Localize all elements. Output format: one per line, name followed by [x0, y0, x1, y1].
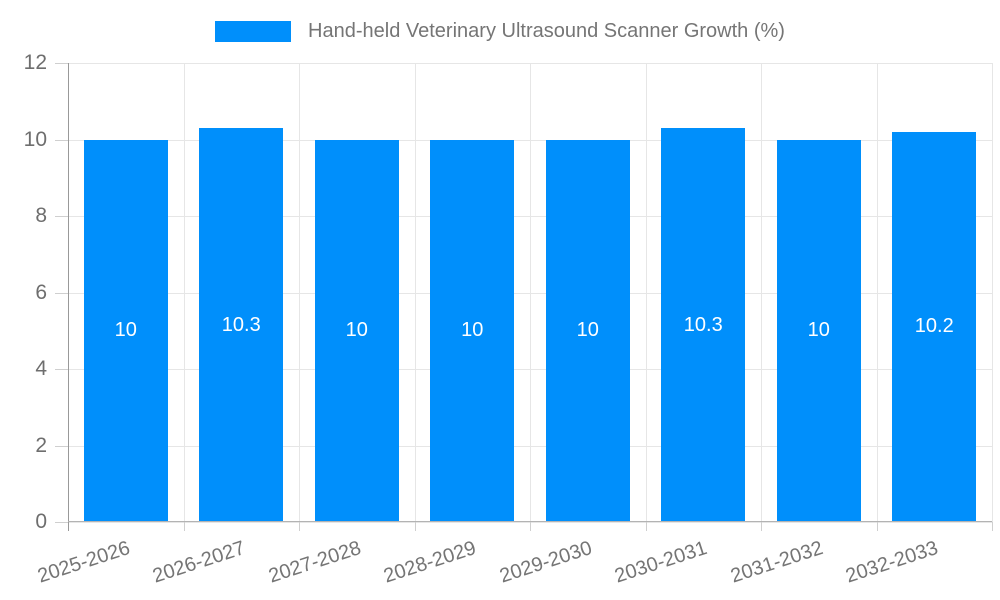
y-axis-tick — [55, 216, 68, 217]
x-axis-label: 2026-2027 — [150, 537, 249, 588]
bar-value-label: 10 — [807, 319, 830, 342]
gridline-vertical — [876, 63, 878, 522]
y-axis-label: 0 — [35, 510, 47, 533]
bar-value-label: 10 — [576, 319, 599, 342]
bar[interactable]: 10 — [545, 139, 630, 522]
gridline-vertical — [183, 63, 185, 522]
bar[interactable]: 10 — [430, 139, 515, 522]
bar-value-label: 10 — [345, 319, 368, 342]
legend-swatch — [215, 20, 292, 42]
legend-label: Hand-held Veterinary Ultrasound Scanner … — [308, 19, 785, 42]
x-axis-label: 2028-2029 — [381, 537, 480, 588]
bar[interactable]: 10.2 — [892, 131, 977, 522]
y-axis-tick — [55, 292, 68, 294]
x-axis-tick — [183, 522, 185, 531]
gridline-vertical — [992, 63, 993, 522]
x-axis-tick — [645, 522, 647, 531]
x-axis-tick — [414, 522, 416, 531]
legend[interactable]: Hand-held Veterinary Ultrasound Scanner … — [0, 17, 1000, 45]
bar[interactable]: 10.3 — [661, 128, 746, 522]
y-axis-line — [68, 63, 69, 531]
bar-value-label: 10.2 — [914, 315, 954, 338]
x-axis-label: 2030-2031 — [612, 537, 711, 588]
y-axis-tick — [55, 63, 68, 64]
bar-value-label: 10.3 — [683, 313, 723, 336]
bar[interactable]: 10.3 — [199, 128, 284, 522]
bar[interactable]: 10 — [83, 139, 168, 522]
x-axis-label: 2025-2026 — [34, 537, 133, 588]
y-axis-label: 6 — [35, 280, 47, 304]
y-axis-tick — [55, 445, 68, 447]
bar[interactable]: 10 — [314, 139, 399, 522]
bar-value-label: 10 — [114, 319, 137, 342]
gridline-vertical — [530, 63, 531, 522]
y-axis-label: 10 — [23, 127, 47, 151]
y-axis-label: 4 — [35, 357, 47, 380]
x-axis-label: 2027-2028 — [265, 537, 364, 588]
x-axis-tick — [992, 522, 993, 531]
bar[interactable]: 10 — [776, 139, 861, 522]
bar-value-label: 10.3 — [221, 313, 261, 336]
y-axis-tick — [55, 522, 68, 523]
gridline-vertical — [299, 63, 300, 522]
gridline-vertical — [761, 63, 762, 522]
gridline-vertical — [414, 63, 416, 522]
x-axis-tick — [761, 522, 762, 531]
y-axis-tick — [55, 369, 68, 370]
x-axis-label: 2032-2033 — [843, 537, 942, 588]
y-axis-label: 12 — [23, 51, 47, 74]
x-axis-tick — [299, 522, 300, 531]
x-axis-tick — [530, 522, 531, 531]
x-axis-line — [68, 521, 992, 522]
bar-value-label: 10 — [461, 319, 484, 342]
x-axis-tick — [876, 522, 878, 531]
plot-area: 0 2 4 6 8 10 12 10 10.3 10 10 10 10.3 10 10.2 2025-2026… — [24, 51, 993, 587]
y-axis-label: 2 — [35, 433, 47, 457]
x-axis-label: 2029-2030 — [496, 537, 595, 588]
y-axis-label: 8 — [35, 204, 47, 227]
gridline-vertical — [645, 63, 647, 522]
y-axis-tick — [55, 139, 68, 141]
x-axis-label: 2031-2032 — [727, 537, 826, 588]
